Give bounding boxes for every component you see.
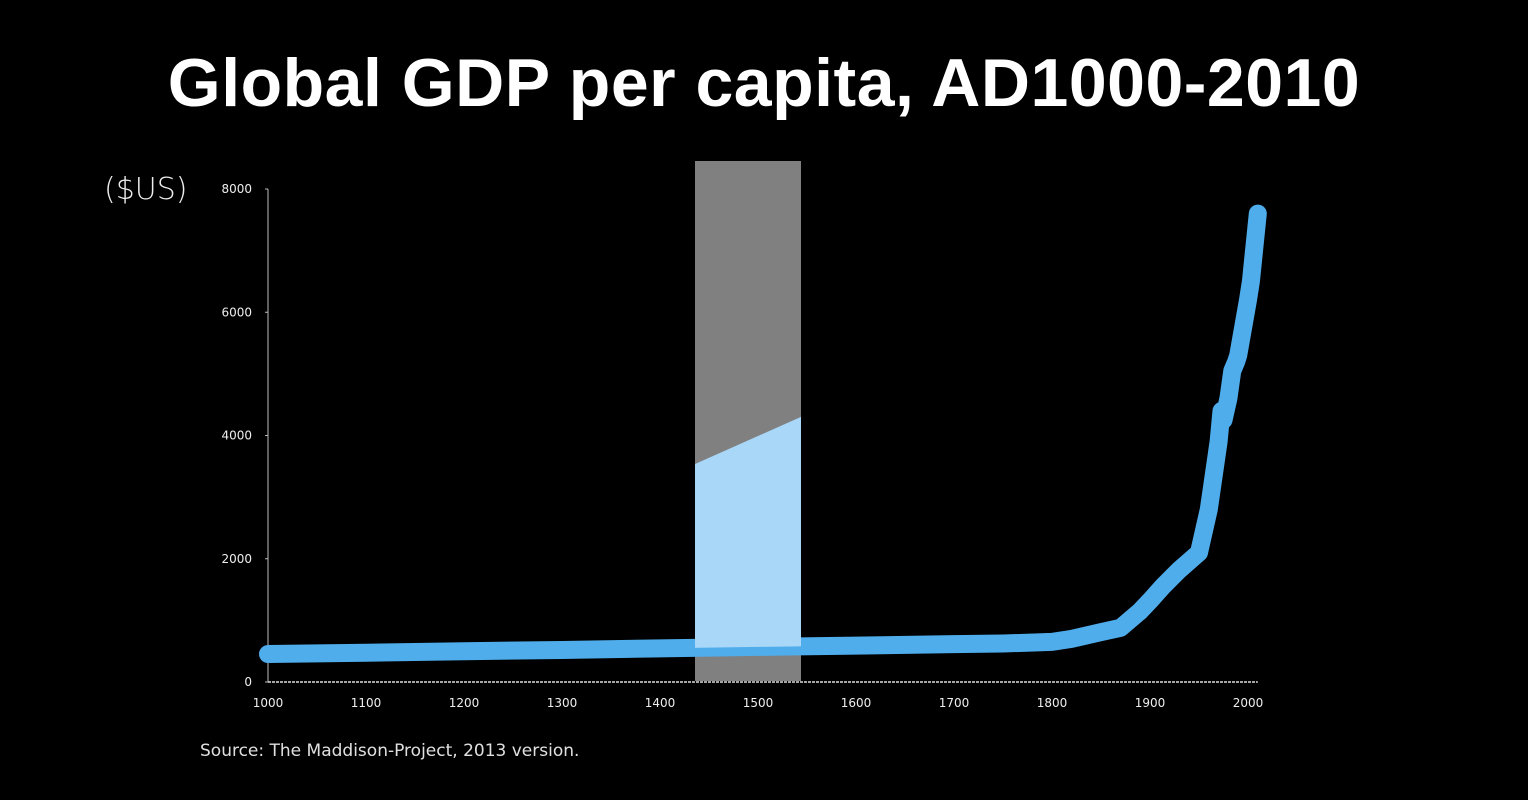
source-note: Source: The Maddison-Project, 2013 versi… bbox=[200, 741, 580, 761]
x-tick-label: 1000 bbox=[253, 696, 284, 710]
y-tick-label: 8000 bbox=[221, 182, 252, 196]
y-tick-label: 4000 bbox=[221, 429, 252, 443]
x-tick-label: 1100 bbox=[351, 696, 382, 710]
y-tick-label: 0 bbox=[244, 675, 252, 689]
chart-axes: 0 2000 4000 6000 8000 1000 1100 1200 1300 1400 150… bbox=[221, 182, 1263, 710]
x-tick-label: 1400 bbox=[645, 696, 676, 710]
x-tick-label: 1700 bbox=[939, 696, 970, 710]
x-tick-label: 1300 bbox=[547, 696, 578, 710]
y-tick-label: 2000 bbox=[221, 552, 252, 566]
y-axis-unit-label: ($US) bbox=[104, 172, 188, 207]
x-tick-label: 1900 bbox=[1135, 696, 1166, 710]
x-tick-label: 1500 bbox=[743, 696, 774, 710]
chart-title: Global GDP per capita, AD1000-2010 bbox=[167, 45, 1361, 121]
x-tick-label: 1200 bbox=[449, 696, 480, 710]
x-tick-label: 2000 bbox=[1233, 696, 1264, 710]
y-tick-label: 6000 bbox=[221, 305, 252, 319]
x-tick-label: 1600 bbox=[841, 696, 872, 710]
x-tick-label: 1800 bbox=[1037, 696, 1068, 710]
